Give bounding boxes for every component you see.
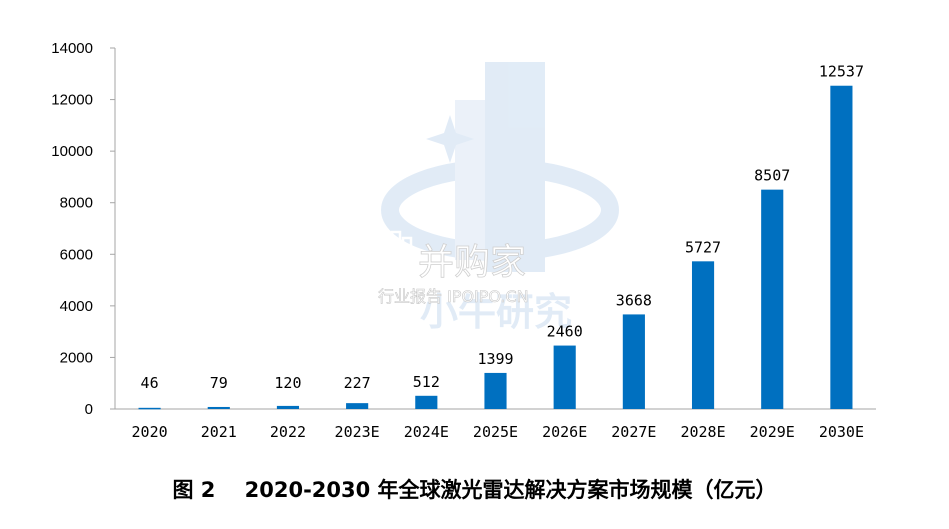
y-tick-label: 0 (85, 401, 93, 418)
bar-2021 (207, 406, 230, 409)
bar-2030E (830, 85, 853, 410)
figure-title: 2020-2030 年全球激光雷达解决方案市场规模（亿元） (244, 478, 777, 502)
x-tick-label: 2026E (542, 423, 587, 441)
x-tick-label: 2028E (680, 423, 725, 441)
data-label: 5727 (685, 238, 721, 256)
data-label: 1399 (477, 350, 513, 368)
y-tick-label: 6000 (60, 246, 93, 263)
bar-2029E (761, 189, 784, 409)
bar-2026E (553, 345, 576, 409)
data-label: 227 (344, 374, 371, 392)
bar-2020 (138, 407, 161, 410)
y-tick-label: 10000 (51, 143, 93, 160)
y-tick-label: 4000 (60, 298, 93, 315)
data-label: 8507 (754, 167, 790, 185)
watermark-text: 并购家 行业报告 IPOIPO.CN (368, 230, 529, 306)
data-label: 3668 (616, 291, 652, 309)
data-label: 46 (141, 374, 159, 392)
bar-2022 (276, 405, 300, 409)
bar-2023E (346, 403, 369, 409)
bar-2027E (622, 314, 645, 409)
watermark-brand: 小牛研究 (420, 290, 572, 334)
y-tick-label: 2000 (60, 349, 93, 366)
y-tick-label: 8000 (60, 195, 93, 212)
x-tick-label: 2020 (132, 423, 168, 441)
data-label: 512 (413, 373, 440, 391)
x-tick-label: 2027E (611, 423, 656, 441)
watermark-logo: 小牛研究 (381, 62, 619, 334)
bar-2028E (691, 261, 715, 409)
x-tick-label: 2025E (473, 423, 518, 441)
x-tick-label: 2022 (270, 423, 306, 441)
data-label: 2460 (547, 323, 583, 341)
x-tick-label: 2021 (201, 423, 237, 441)
figure-caption: 图 2 2020-2030 年全球激光雷达解决方案市场规模（亿元） (0, 474, 949, 504)
bar-2025E (484, 372, 507, 409)
x-tick-label: 2030E (819, 423, 864, 441)
x-tick-label: 2024E (404, 423, 449, 441)
data-label: 79 (210, 374, 228, 392)
y-tick-label: 12000 (51, 92, 93, 109)
y-tick-label: 14000 (51, 40, 93, 57)
x-tick-label: 2023E (335, 423, 380, 441)
bar-chart: 小牛研究 0 2000 4000 6000 8000 10000 12000 14000 20… (51, 40, 876, 441)
data-label: 120 (274, 374, 301, 392)
watermark-name: 并购家 (418, 242, 526, 283)
data-label: 12537 (819, 63, 864, 81)
watermark-bar-icon (368, 230, 413, 278)
figure-number: 图 2 (172, 478, 216, 502)
watermark-sub: 行业报告 IPOIPO.CN (378, 287, 529, 306)
x-tick-label: 2029E (750, 423, 795, 441)
bar-2024E (415, 395, 438, 409)
